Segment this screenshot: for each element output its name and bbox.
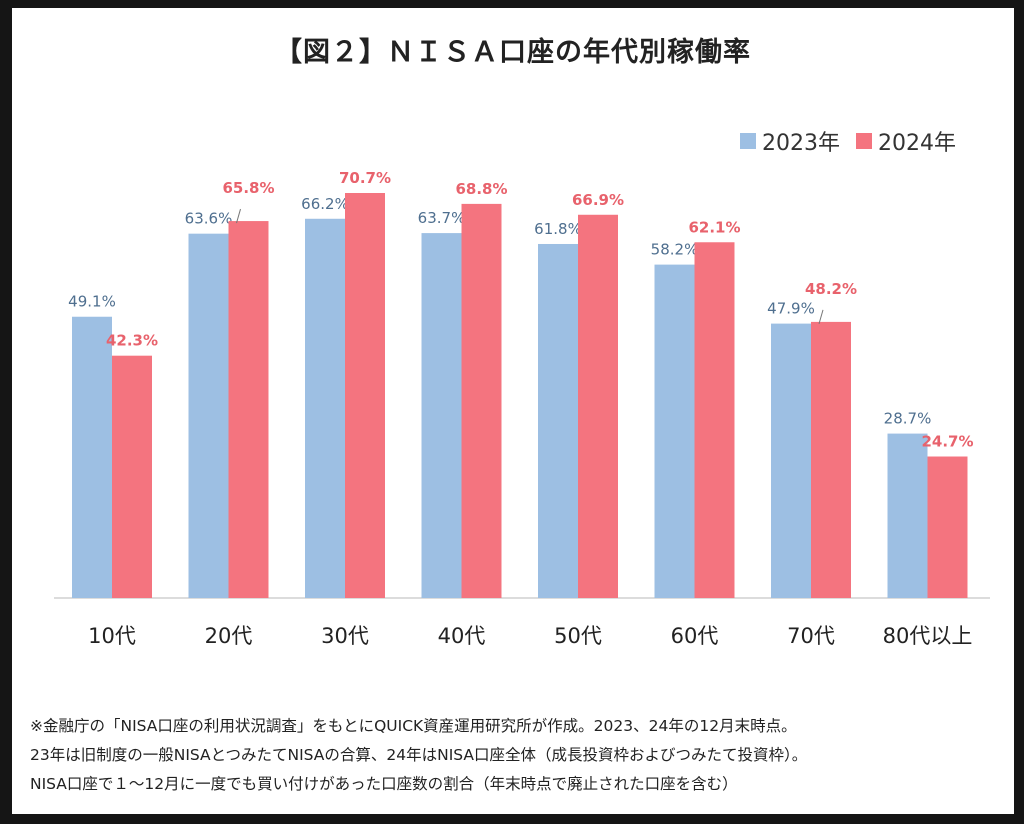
data-label-2023: 58.2% <box>651 241 699 259</box>
bar-2023 <box>188 233 229 598</box>
legend-swatch-2023 <box>740 133 756 149</box>
bar-2024 <box>112 355 152 598</box>
data-label-2023: 63.6% <box>185 210 233 228</box>
data-label-2024: 42.3% <box>106 332 158 350</box>
footnote-line: 23年は旧制度の一般NISAとつみたてNISAの合算、24年はNISA口座全体（… <box>30 746 808 764</box>
footnotes: ※金融庁の「NISA口座の利用状況調査」をもとにQUICK資産運用研究所が作成。… <box>30 712 1010 799</box>
data-label-2024: 70.7% <box>339 169 391 187</box>
data-label-2023: 61.8% <box>534 220 582 238</box>
footnote-line: ※金融庁の「NISA口座の利用状況調査」をもとにQUICK資産運用研究所が作成。… <box>30 717 797 735</box>
data-label-2023: 49.1% <box>68 293 116 311</box>
data-label-2024: 65.8% <box>222 179 274 197</box>
category-label: 40代 <box>438 624 486 648</box>
bar-chart: 49.1% 42.3% 10代 63.6% 65.8% 20代 66.2% 70.7% 30代 6… <box>54 169 990 648</box>
bar-2024 <box>927 456 968 598</box>
legend: 2023年 2024年 <box>740 126 972 156</box>
data-label-2024: 66.9% <box>572 191 624 209</box>
data-label-2024: 48.2% <box>805 280 857 298</box>
legend-label-2024: 2024年 <box>878 131 956 156</box>
data-label-2024: 68.8% <box>455 180 507 198</box>
category-label: 60代 <box>671 624 719 648</box>
bar-2024 <box>228 221 269 598</box>
bar-2023 <box>887 433 928 598</box>
legend-label-2023: 2023年 <box>762 131 840 156</box>
data-label-2024: 62.1% <box>688 218 740 236</box>
bar-2023 <box>421 233 462 599</box>
bar-2023 <box>771 323 811 598</box>
category-label: 30代 <box>321 624 369 648</box>
data-label-2023: 63.7% <box>418 209 466 227</box>
bar-2023 <box>72 316 112 598</box>
chart-card: 【図２】ＮＩＳＡ口座の年代別稼働率 2023年 2024年 49.1% 42.3%… <box>12 8 1014 814</box>
label-leader-line <box>818 309 824 325</box>
chart-title: 【図２】ＮＩＳＡ口座の年代別稼働率 <box>275 37 751 68</box>
bar-2024 <box>345 193 385 598</box>
category-label: 80代以上 <box>883 624 973 648</box>
footnote-line: NISA口座で１～12月に一度でも買い付けがあった口座数の割合（年末時点で廃止さ… <box>30 775 738 793</box>
bar-2024 <box>461 203 502 598</box>
bar-2024 <box>578 214 618 598</box>
data-label-2023: 66.2% <box>301 195 349 213</box>
bar-2023 <box>538 243 578 598</box>
category-label: 10代 <box>88 624 136 648</box>
bar-2024 <box>694 242 735 598</box>
bar-2024 <box>811 321 851 598</box>
category-label: 50代 <box>554 624 602 648</box>
data-label-2024: 24.7% <box>921 433 973 451</box>
data-label-2023: 28.7% <box>884 410 932 428</box>
category-label: 20代 <box>205 624 253 648</box>
category-label: 70代 <box>787 624 835 648</box>
label-leader-line <box>236 208 241 224</box>
bar-2023 <box>654 264 695 598</box>
data-label-2023: 47.9% <box>767 300 815 318</box>
legend-item-2024: 2024年 <box>856 125 956 157</box>
legend-swatch-2024 <box>856 133 872 149</box>
legend-item-2023: 2023年 <box>740 125 840 157</box>
bar-2023 <box>305 218 345 598</box>
